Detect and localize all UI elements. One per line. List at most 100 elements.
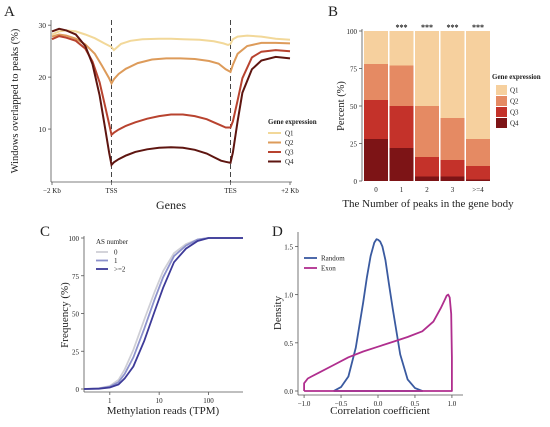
y-axis-title-d: Density	[272, 295, 284, 330]
legend-label-b-q3: Q3	[510, 109, 519, 117]
x-axis-title-b: The Number of peaks in the gene body	[342, 198, 514, 210]
y-tick-label-d: 0.0	[284, 388, 293, 396]
x-tick-label-b: 2	[425, 186, 429, 194]
legend-label-q4: Q4	[285, 158, 294, 166]
panel-letter-d: D	[272, 224, 283, 240]
stacked-bar-segment-q2	[389, 65, 414, 106]
legend-title-c: AS number	[96, 238, 129, 246]
y-tick-label-d: 0.5	[284, 340, 293, 348]
legend-title-a: Gene expression	[268, 118, 317, 126]
x-tick-label-c: 10	[156, 397, 164, 405]
y-tick-label-a: 20	[39, 73, 47, 82]
legend-label-c-1: 1	[114, 257, 118, 265]
x-axis-title-d: Correlation coefficient	[330, 405, 430, 417]
y-axis-title-b: Percent (%)	[336, 81, 347, 131]
stacked-bar-segment-q1	[466, 31, 490, 139]
x-axis-title-c: Methylation reads (TPM)	[107, 405, 220, 417]
x-tick-label-d: 1.0	[448, 400, 457, 408]
y-tick-label-c: 50	[72, 311, 80, 319]
x-tick-label-b: >=4	[472, 186, 484, 194]
x-tick-label-a: +2 Kb	[281, 187, 299, 195]
plot-area-a	[51, 20, 292, 182]
legend-label-q2: Q2	[285, 139, 294, 147]
legend-label-q1: Q1	[285, 130, 294, 138]
x-tick-label-b: 0	[374, 186, 378, 194]
significance-marker: ***	[447, 23, 459, 32]
stacked-bar-segment-q2	[415, 106, 439, 157]
y-tick-label-c: 75	[72, 273, 80, 281]
series-line-q2	[51, 33, 291, 86]
y-tick-label-b: 100	[347, 28, 358, 36]
x-tick-label-b: 1	[400, 186, 404, 194]
panel-letter-a: A	[4, 4, 15, 20]
y-tick-label-c: 0	[76, 386, 80, 394]
significance-marker: ***	[421, 23, 433, 32]
y-tick-label-c: 25	[72, 348, 80, 356]
density-line-exon	[303, 293, 453, 392]
legend-label-b-q1: Q1	[510, 87, 519, 95]
legend-swatch-b-q3	[496, 107, 507, 117]
y-tick-label-d: 1.0	[284, 292, 293, 300]
stacked-bar-segment-q2	[364, 64, 388, 100]
stacked-bar-segment-q4	[364, 139, 388, 181]
stacked-bar-segment-q2	[440, 118, 465, 160]
stacked-bar-segment-q2	[466, 139, 490, 166]
legend-label-d-random: Random	[321, 255, 345, 263]
stacked-bar-segment-q1	[389, 31, 414, 66]
stacked-bar-segment-q4	[415, 176, 439, 181]
legend-label-b-q2: Q2	[510, 98, 519, 106]
y-axis-title-a: Windows overlapped to peaks (%)	[10, 28, 21, 173]
stacked-bar-segment-q3	[364, 100, 388, 139]
y-tick-label-b: 25	[350, 141, 358, 149]
stacked-bar-segment-q3	[389, 106, 414, 148]
legend-label-b-q4: Q4	[510, 120, 519, 128]
legend-label-q3: Q3	[285, 149, 294, 157]
panel-d: D 0.0 0.5 1.0 1.5 −1.0 −0.5 0.0 0.5 1.0 Correlatio…	[272, 224, 463, 417]
y-tick-label-b: 75	[350, 66, 358, 74]
legend-swatch-b-q1	[496, 85, 507, 95]
x-tick-label-b: 3	[451, 186, 455, 194]
series-line-q4	[51, 27, 291, 168]
y-tick-label-d: 1.5	[284, 243, 293, 251]
y-axis-title-c: Frequency (%)	[59, 282, 71, 348]
significance-marker: ***	[396, 23, 408, 32]
cdf-line-2	[83, 237, 243, 390]
x-tick-label-a: TSS	[105, 187, 117, 195]
stacked-bar-segment-q3	[440, 160, 465, 177]
x-tick-label-c: 1	[108, 397, 112, 405]
x-axis-title-a: Genes	[156, 198, 186, 212]
legend-swatch-b-q2	[496, 96, 507, 106]
x-tick-label-d: 0.0	[374, 400, 383, 408]
stacked-bar-segment-q3	[415, 157, 439, 177]
panel-a: A 10 20 30 −2 Kb TSS TES +2 Kb Genes Windows over…	[4, 4, 317, 212]
panel-letter-b: B	[328, 4, 338, 20]
panel-b: B 0 25 50 75 100 0 1 *** 2 *** 3 *** >=4 *** The Number…	[328, 4, 541, 210]
x-tick-label-d: −1.0	[298, 400, 311, 408]
y-tick-label-b: 50	[350, 103, 358, 111]
legend-swatch-b-q4	[496, 118, 507, 128]
significance-marker: ***	[472, 23, 484, 32]
stacked-bar-segment-q1	[415, 31, 439, 106]
y-tick-label-c: 100	[69, 235, 80, 243]
legend-label-c-2: >=2	[114, 266, 126, 274]
stacked-bar-segment-q4	[440, 176, 465, 181]
y-tick-label-b: 0	[354, 178, 358, 186]
x-tick-label-d: −0.5	[335, 400, 348, 408]
y-tick-label-a: 30	[39, 21, 47, 30]
density-line-random	[333, 238, 424, 392]
legend-label-c-0: 0	[114, 249, 118, 257]
x-tick-label-a: −2 Kb	[43, 187, 61, 195]
stacked-bar-segment-q1	[440, 31, 465, 118]
x-tick-label-c: 100	[203, 397, 214, 405]
x-tick-label-a: TES	[224, 187, 237, 195]
stacked-bar-segment-q4	[466, 179, 490, 181]
series-line-q1	[51, 29, 291, 52]
x-tick-label-d: 0.5	[411, 400, 420, 408]
stacked-bar-segment-q4	[389, 148, 414, 181]
stacked-bar-segment-q1	[364, 31, 388, 64]
legend-label-d-exon: Exon	[321, 265, 336, 273]
legend-title-b: Gene expression	[492, 73, 541, 81]
panel-letter-c: C	[40, 224, 50, 240]
